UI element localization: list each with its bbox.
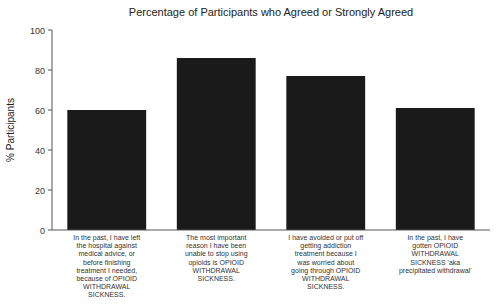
x-tick-label-line: medical advice, or: [79, 250, 136, 257]
bar: [286, 76, 365, 230]
x-tick-label-line: WITHDRAWAL: [83, 283, 130, 290]
x-tick-label: In the past, I havegotten OPIOIDWITHDRAW…: [399, 234, 472, 275]
x-tick-label-line: opioids is OPIOID: [188, 259, 244, 267]
x-tick-label-line: was worried about: [296, 259, 354, 266]
chart: Percentage of Participants who Agreed or…: [0, 0, 500, 306]
y-tick: [48, 110, 52, 111]
y-tick-label: 0: [40, 226, 45, 236]
x-tick-label-line: SICKNESS 'aka: [410, 259, 460, 266]
bar: [67, 110, 146, 230]
x-tick-label-line: precipitated withdrawal': [399, 267, 472, 275]
x-tick-label-line: gotten OPIOID: [412, 242, 458, 250]
x-tick-label-line: WITHDRAWAL: [193, 267, 240, 274]
x-tick-label: The most importantreason I have beenunab…: [185, 234, 248, 282]
x-tick-label-line: before finishing: [83, 259, 131, 267]
y-tick: [48, 230, 52, 231]
title: Percentage of Participants who Agreed or…: [129, 6, 413, 18]
y-axis-line: [52, 30, 53, 230]
y-tick-label: 40: [35, 146, 45, 156]
y-tick: [48, 190, 52, 191]
x-tick-label-line: In the past, I have left: [73, 234, 140, 242]
y-tick: [48, 70, 52, 71]
x-tick-label-line: The most important: [186, 234, 246, 242]
x-tick-label-line: treatment I needed,: [76, 267, 137, 274]
y-tick-label: 20: [35, 186, 45, 196]
x-axis-line: [52, 230, 490, 231]
x-tick-label-line: treatment because I: [295, 250, 357, 257]
y-tick: [48, 150, 52, 151]
x-tick-label-line: WITHDRAWAL: [412, 250, 459, 257]
x-tick-label-line: getting addiction: [300, 242, 351, 250]
bar: [177, 58, 256, 230]
x-tick-label: In the past, I have leftthe hospital aga…: [73, 234, 140, 298]
y-tick-label: 60: [35, 106, 45, 116]
x-tick-label-line: because of OPIOID: [76, 275, 137, 282]
x-tick-label-line: SICKNESS.: [88, 291, 125, 298]
bars: [67, 58, 474, 230]
x-tick-label-line: reason I have been: [186, 242, 246, 249]
x-tick-label-line: I have avoided or put off: [288, 234, 363, 242]
x-tick-label-line: the hospital against: [77, 242, 137, 250]
x-tick-label-line: going through OPIOID: [291, 267, 360, 275]
x-tick-label-line: In the past, I have: [407, 234, 463, 242]
x-tick-label: I have avoided or put offgetting addicti…: [288, 234, 363, 290]
y-axis-label: % Participants: [5, 98, 16, 162]
x-tick-label-line: unable to stop using: [185, 250, 248, 258]
y-tick: [48, 30, 52, 31]
y-tick-label: 100: [30, 26, 45, 36]
x-tick-label-line: WITHDRAWAL: [302, 275, 349, 282]
bar: [396, 108, 475, 230]
x-tick-label-line: SICKNESS.: [307, 283, 344, 290]
x-tick-label-line: SICKNESS.: [198, 275, 235, 282]
y-tick-label: 80: [35, 66, 45, 76]
